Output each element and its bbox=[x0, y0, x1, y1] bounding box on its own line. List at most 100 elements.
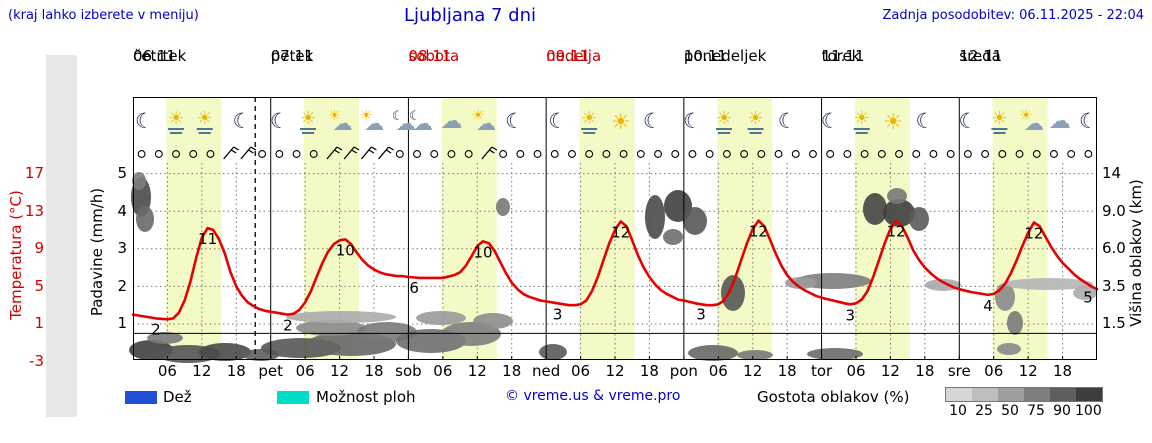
cloud-density-scale-value: 90 bbox=[1053, 403, 1071, 419]
cloud-density-scale-segment bbox=[998, 388, 1024, 401]
svg-text:☀: ☀ bbox=[854, 108, 870, 129]
svg-text:10: 10 bbox=[336, 241, 355, 259]
temperature-tick: 1 bbox=[34, 314, 44, 332]
svg-text:☾: ☾ bbox=[548, 109, 567, 133]
day-name: torek bbox=[821, 47, 861, 65]
svg-text:☁: ☁ bbox=[333, 111, 353, 135]
temperature-tick: -3 bbox=[29, 351, 44, 370]
hour-label: 06 bbox=[984, 362, 1004, 380]
svg-text:☁: ☁ bbox=[476, 111, 496, 135]
precipitation-tick: 5 bbox=[117, 164, 127, 182]
temperature-value-labels: 11 2 2 10 6 10 3 12 3 12 3 12 4 12 5 bbox=[151, 223, 1093, 339]
day-name: sobota bbox=[408, 47, 460, 65]
svg-text:3: 3 bbox=[696, 305, 706, 323]
svg-text:☾: ☾ bbox=[1079, 109, 1098, 133]
svg-text:☁: ☁ bbox=[364, 111, 384, 135]
svg-text:☀: ☀ bbox=[1020, 108, 1033, 124]
svg-text:2: 2 bbox=[283, 317, 293, 335]
svg-text:☀: ☀ bbox=[472, 108, 485, 124]
day-abbrev-label: sre bbox=[947, 362, 971, 380]
cloud-density-scale-value: 50 bbox=[1001, 403, 1019, 419]
day-date: 09.11 bbox=[546, 47, 590, 65]
day-abbrev-label: tor bbox=[810, 362, 833, 380]
day-date: 11.11 bbox=[821, 47, 865, 65]
precipitation-tick: 2 bbox=[117, 276, 127, 295]
temperature-curve bbox=[131, 219, 1099, 321]
cloud-density-scale-segment bbox=[946, 388, 972, 401]
temperature-tick: 13 bbox=[24, 201, 44, 220]
rain-legend-swatch bbox=[125, 391, 157, 404]
svg-text:6: 6 bbox=[409, 279, 419, 297]
showers-legend-label: Možnost ploh bbox=[316, 388, 416, 406]
svg-text:☾: ☾ bbox=[270, 109, 289, 133]
day-date: 06.11 bbox=[133, 47, 176, 65]
hour-label: 18 bbox=[915, 362, 935, 380]
svg-text:12: 12 bbox=[611, 224, 630, 242]
temperature-tick: 9 bbox=[34, 239, 44, 257]
cloud-density-blobs bbox=[129, 172, 1097, 363]
rain-legend-label: Dež bbox=[163, 388, 192, 406]
svg-text:☾: ☾ bbox=[683, 109, 702, 133]
svg-text:☾: ☾ bbox=[233, 109, 252, 133]
svg-text:5: 5 bbox=[1083, 288, 1093, 306]
cloud-height-tick: 3.5 bbox=[1102, 276, 1126, 295]
cloud-density-scale-value: 25 bbox=[975, 403, 993, 419]
cloud-density-legend-label: Gostota oblakov (%) bbox=[757, 388, 910, 406]
day-name: ponedeljek bbox=[683, 47, 767, 65]
hour-label: 12 bbox=[880, 362, 900, 380]
hour-label: 18 bbox=[502, 362, 522, 380]
hour-label: 06 bbox=[571, 362, 591, 380]
svg-text:3: 3 bbox=[845, 306, 855, 324]
cloud-density-scale bbox=[945, 387, 1103, 402]
hour-label: 06 bbox=[433, 362, 453, 380]
hour-label: 18 bbox=[639, 362, 659, 380]
svg-text:12: 12 bbox=[1024, 224, 1043, 242]
hour-label: 12 bbox=[467, 362, 487, 380]
cloud-height-tick: 6.0 bbox=[1102, 239, 1126, 257]
hour-label: 12 bbox=[192, 362, 212, 380]
day-date: 07.11 bbox=[270, 47, 314, 65]
svg-text:☾: ☾ bbox=[135, 109, 154, 133]
daylight-bands bbox=[166, 97, 1048, 360]
svg-text:☁: ☁ bbox=[396, 111, 416, 135]
hour-label: 18 bbox=[226, 362, 246, 380]
hour-label: 06 bbox=[295, 362, 315, 380]
hour-label: 18 bbox=[364, 362, 384, 380]
svg-text:☀: ☀ bbox=[716, 108, 732, 129]
menu-hint: (kraj lahko izberete v meniju) bbox=[8, 8, 199, 23]
hour-label: 12 bbox=[743, 362, 763, 380]
hour-label: 12 bbox=[330, 362, 350, 380]
day-date: 10.11 bbox=[683, 47, 727, 65]
chart-frame bbox=[133, 97, 1097, 360]
day-date: 12.11 bbox=[959, 47, 1003, 65]
svg-text:☾: ☾ bbox=[821, 109, 840, 133]
hour-label: 18 bbox=[1053, 362, 1073, 380]
day-name: nedelja bbox=[546, 47, 602, 65]
svg-text:☀: ☀ bbox=[300, 108, 316, 129]
hour-label: 06 bbox=[846, 362, 866, 380]
svg-text:☁: ☁ bbox=[440, 109, 462, 134]
svg-text:☾: ☾ bbox=[958, 109, 977, 133]
hour-label: 06 bbox=[708, 362, 728, 380]
svg-text:☾: ☾ bbox=[409, 109, 421, 124]
copyright-link[interactable]: © vreme.us & vreme.pro bbox=[505, 388, 681, 404]
svg-text:☾: ☾ bbox=[392, 109, 404, 124]
svg-text:10: 10 bbox=[473, 243, 492, 261]
hour-label: 06 bbox=[157, 362, 177, 380]
svg-text:☀: ☀ bbox=[581, 108, 597, 129]
svg-text:4: 4 bbox=[983, 297, 993, 315]
svg-text:☁: ☁ bbox=[1024, 111, 1044, 135]
cloud-height-tick: 14 bbox=[1102, 164, 1122, 182]
day-name: sreda bbox=[959, 47, 1001, 65]
svg-text:☀: ☀ bbox=[991, 108, 1007, 129]
svg-text:11: 11 bbox=[198, 230, 217, 248]
weather-icons-row: ☾ ☀ ☀ ☾ ☾ ☀ ☀☁ ☀☁ ☾☁☾☁ ☁ ☀☁ ☾ ☾ ☀ ☀ ☾ ☾ ☀ ☀ ☾ ☾ ☀ ☀ ☾ ☾ ☀ ☀☁ ☁ ☾ bbox=[135, 108, 1098, 135]
svg-text:☀: ☀ bbox=[168, 108, 184, 129]
cloud-density-scale-segment bbox=[1050, 388, 1076, 401]
gridlines bbox=[133, 163, 1097, 360]
reference-lines bbox=[133, 97, 1097, 360]
hour-label: 18 bbox=[777, 362, 797, 380]
page-title: Ljubljana 7 dni bbox=[403, 5, 537, 26]
svg-text:☾: ☾ bbox=[643, 109, 662, 133]
